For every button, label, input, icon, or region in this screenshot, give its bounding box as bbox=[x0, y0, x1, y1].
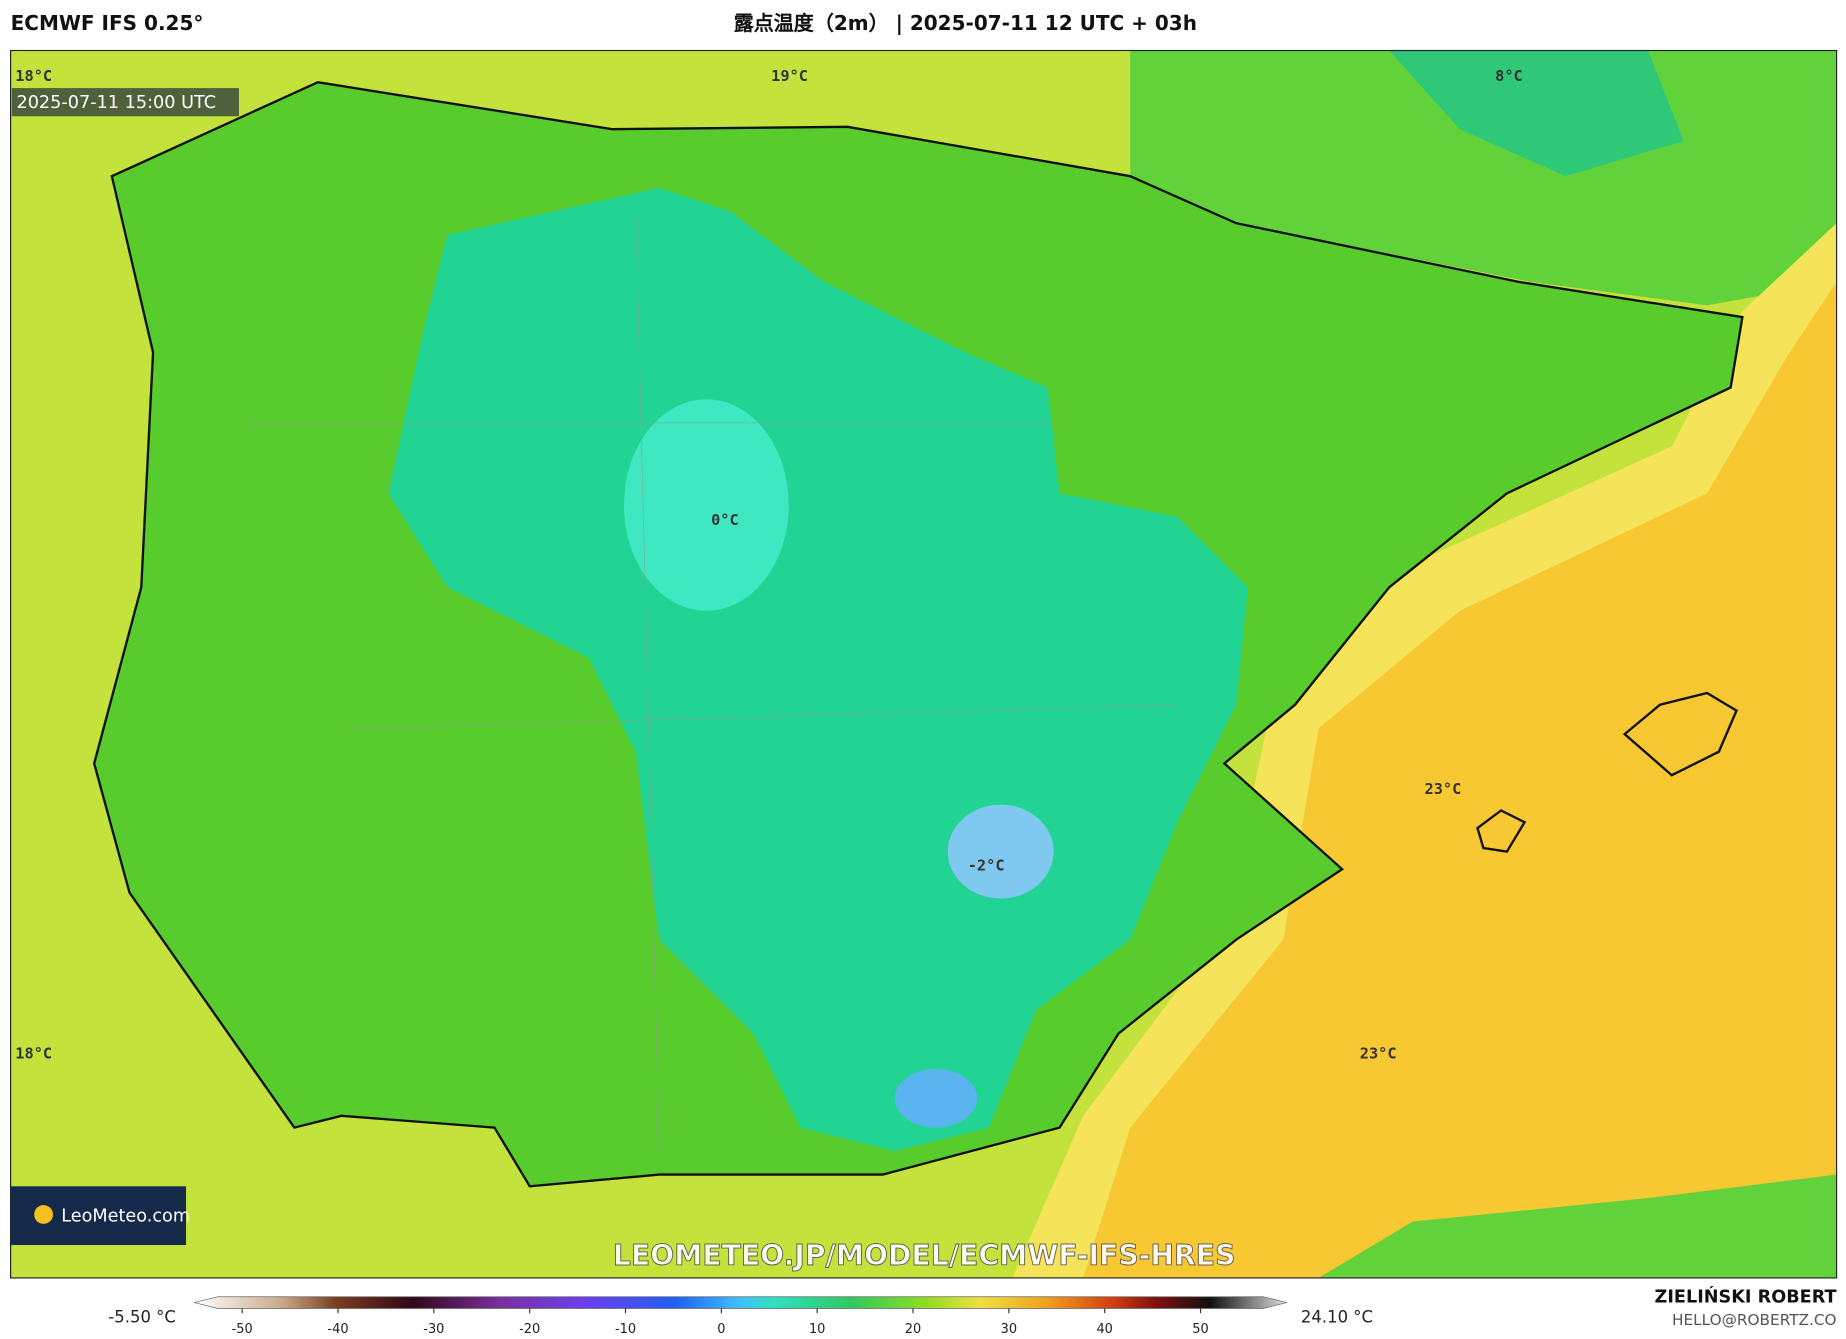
region-border bbox=[635, 211, 660, 1152]
logo-sun bbox=[34, 1205, 53, 1224]
map-label: -2°C bbox=[968, 856, 1005, 874]
map-label: 23°C bbox=[1360, 1044, 1397, 1062]
map-frame bbox=[10, 49, 1838, 1279]
colorbar-tick-label: 40 bbox=[1096, 1322, 1112, 1337]
watermark: LEOMETEO.JP/MODEL/ECMWF-IFS-HRES bbox=[613, 1239, 1236, 1272]
ibiza bbox=[1476, 809, 1527, 853]
colorbar-max: 24.10 °C bbox=[1301, 1308, 1373, 1327]
dry-spot bbox=[623, 399, 789, 611]
map-label: 19°C bbox=[771, 67, 808, 85]
map bbox=[10, 50, 1837, 1278]
mediterranean-warm bbox=[1083, 281, 1837, 1278]
interior-dry-zone bbox=[388, 187, 1248, 1152]
colorbar-tick-label: -50 bbox=[232, 1322, 253, 1337]
colorbar-min: -5.50 °C bbox=[108, 1308, 176, 1327]
colorbar-tick-label: 30 bbox=[1001, 1322, 1017, 1337]
map-label: 18°C bbox=[15, 1044, 52, 1062]
colorbar-tick-label: 20 bbox=[905, 1322, 921, 1337]
france-cool-patch bbox=[1389, 50, 1684, 177]
colorbar-tick-label: -20 bbox=[519, 1322, 540, 1337]
time-box bbox=[11, 88, 239, 117]
map-label: 18°C bbox=[15, 67, 52, 85]
colorbar bbox=[194, 1296, 1287, 1309]
map-label: 8°C bbox=[1495, 67, 1523, 85]
map-title: 露点温度（2m） | 2025-07-11 12 UTC + 03h bbox=[734, 11, 1197, 35]
colorbar-tick-label: -40 bbox=[327, 1322, 348, 1337]
dry-spot bbox=[947, 804, 1054, 899]
model-name: ECMWF IFS 0.25° bbox=[11, 11, 204, 35]
colorbar-tick-label: 0 bbox=[717, 1322, 725, 1337]
dry-spot bbox=[894, 1068, 978, 1128]
map-label: 23°C bbox=[1425, 780, 1462, 798]
contact: HELLO@ROBERTZ.CO bbox=[1672, 1311, 1837, 1329]
colorbar-tick-label: 10 bbox=[809, 1322, 825, 1337]
mallorca bbox=[1622, 691, 1738, 777]
colorbar-tick-label: -10 bbox=[615, 1322, 636, 1337]
author: ZIELIŃSKI ROBERT bbox=[1655, 1286, 1837, 1308]
colorbar-tick-label: -30 bbox=[423, 1322, 444, 1337]
map-label: 0°C bbox=[711, 511, 739, 529]
valid-time: 2025-07-11 15:00 UTC bbox=[16, 93, 216, 113]
logo-text: LeoMeteo.com bbox=[61, 1207, 190, 1227]
region-border bbox=[353, 704, 1178, 729]
colorbar-tick-label: 50 bbox=[1192, 1322, 1208, 1337]
africa-area bbox=[1318, 1174, 1837, 1278]
